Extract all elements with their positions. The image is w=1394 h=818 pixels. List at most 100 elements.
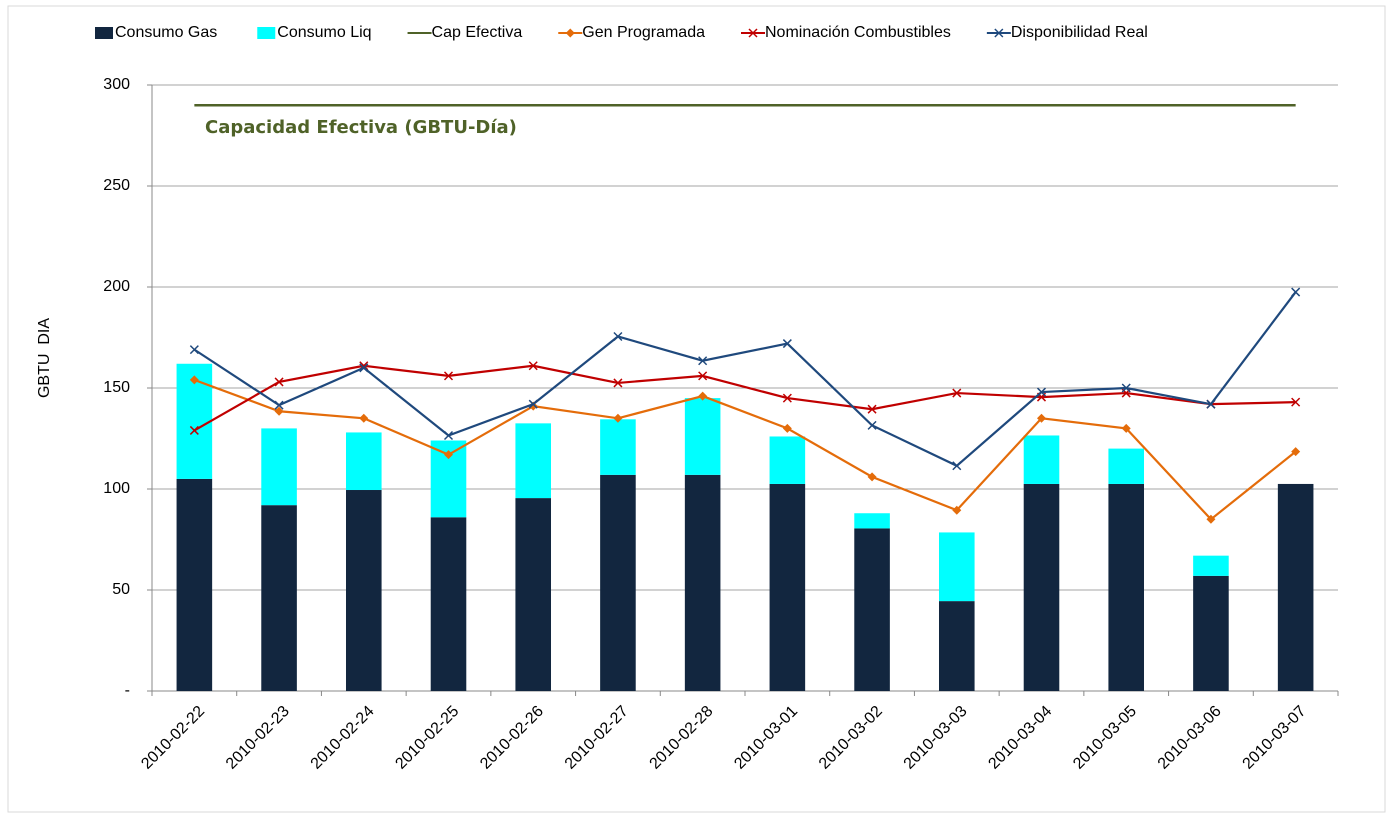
marker [274,400,284,410]
bar [600,474,636,691]
y-tick-label: - [125,682,130,699]
bar [515,498,552,691]
x-tick-label: 2010-02-25 [392,703,462,773]
marker [528,399,538,409]
y-tick-label: 150 [103,379,130,396]
y-axis-label: GBTU DIA [36,318,53,398]
marker [359,363,369,373]
bar [1108,448,1145,484]
bar [345,432,382,491]
marker [867,472,877,482]
marker [952,461,962,471]
marker [782,423,792,433]
bar [1193,555,1229,576]
marker [443,430,454,441]
marker [274,377,284,387]
x-tick-label: 2010-02-23 [223,703,293,773]
legend-label: Consumo Gas [115,24,217,41]
bar [261,428,297,506]
annotation: Capacidad Efectiva (GBTU-Día) [205,117,517,138]
marker [189,375,199,385]
marker [698,356,708,366]
marker [1121,423,1131,433]
bar [345,490,382,691]
marker [613,331,623,342]
bar [854,513,890,529]
bar [684,398,721,475]
bar [938,532,975,602]
y-tick-label: 200 [103,278,130,295]
marker [1206,399,1216,409]
marker [1291,287,1301,297]
marker [528,361,538,371]
marker [952,505,962,515]
x-tick-label: 2010-02-27 [562,703,632,773]
bar [600,419,636,475]
marker [1291,397,1301,407]
legend-label: Cap Efectiva [432,24,523,41]
marker [782,339,792,349]
marker [613,413,623,423]
legend-label: Nominación Combustibles [765,24,951,41]
chart-frame [7,5,1386,813]
marker [1291,447,1301,457]
marker [189,425,199,435]
y-tick-label: 250 [103,177,130,194]
bar [176,478,213,691]
x-tick-label: 2010-03-06 [1155,703,1225,773]
marker [565,28,575,38]
y-tick-label: 50 [112,581,130,598]
x-tick-label: 2010-03-01 [731,703,801,773]
x-tick-label: 2010-03-07 [1240,703,1310,773]
x-tick-label: 2010-03-05 [1070,703,1140,773]
legend-label: Gen Programada [582,24,705,41]
marker [698,371,708,381]
bar [769,483,806,691]
y-tick-label: 100 [103,480,130,497]
bar [1023,435,1060,484]
bar [261,505,297,691]
legend-swatch [257,27,276,39]
marker [994,28,1004,38]
bar [769,436,806,484]
marker [359,413,369,423]
bar [430,517,467,691]
x-tick-label: 2010-02-22 [138,703,208,773]
x-tick-label: 2010-02-28 [647,703,717,773]
legend-label: Consumo Liq [277,24,371,41]
marker [867,420,877,430]
bar [1023,483,1060,691]
bar [854,528,890,691]
marker [613,378,623,388]
x-tick-label: 2010-02-26 [477,703,547,773]
y-tick-label: 300 [103,76,130,93]
marker [952,388,962,398]
bar [515,423,552,499]
line [193,291,1297,468]
bar [1277,483,1314,691]
marker [782,393,792,403]
line [193,364,1296,432]
x-tick-label: 2010-03-03 [901,703,971,773]
bar [684,474,721,691]
legend-swatch [95,27,113,39]
marker [444,450,453,460]
bar [1108,483,1145,691]
marker [748,28,758,38]
marker [867,404,877,414]
x-tick-label: 2010-03-04 [985,703,1055,773]
marker [274,406,284,416]
marker [189,345,199,355]
x-tick-label: 2010-02-24 [308,703,378,773]
marker [443,371,454,381]
marker [1206,514,1216,524]
legend-label: Disponibilidad Real [1011,24,1148,41]
bar [938,601,975,691]
line [193,378,1297,521]
marker [1037,413,1046,423]
x-tick-label: 2010-03-02 [816,703,886,773]
marker [1036,387,1047,397]
bar [1193,575,1229,691]
